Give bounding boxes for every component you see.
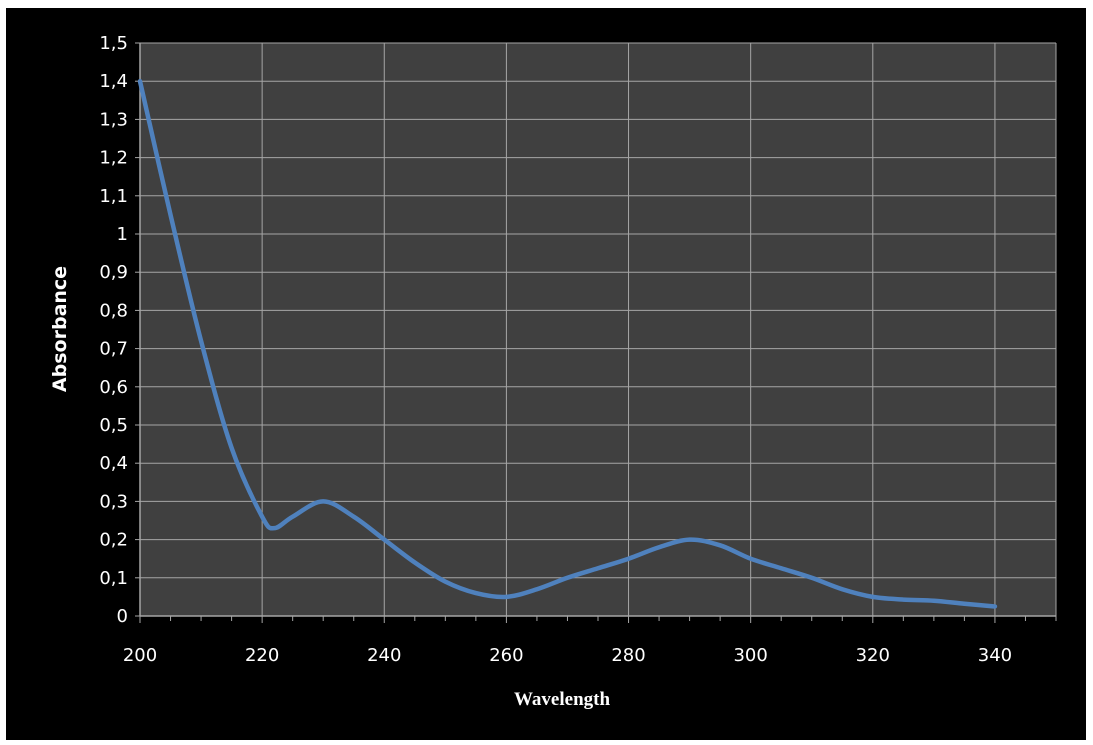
y-tick-label: 0,3	[99, 491, 128, 512]
y-tick-label: 1,3	[99, 109, 128, 130]
axes	[135, 42, 1057, 623]
plot-area	[140, 43, 1056, 616]
y-tick-labels: 0 0,1 0,2 0,3 0,4 0,5 0,6 0,7 0,8 0,9 1 1,1 1,2 1,3 1,…	[99, 33, 128, 627]
chart-frame: 0 0,1 0,2 0,3 0,4 0,5 0,6 0,7 0,8 0,9 1 1,1 1,2 1,3 1,…	[6, 8, 1086, 740]
y-tick-label: 1,5	[99, 33, 128, 54]
absorbance-chart: 0 0,1 0,2 0,3 0,4 0,5 0,6 0,7 0,8 0,9 1 1,1 1,2 1,3 1,…	[49, 33, 1057, 710]
y-tick-label: 0,6	[99, 377, 128, 398]
x-tick-label: 280	[611, 645, 645, 666]
x-tick-label: 300	[733, 645, 767, 666]
y-tick-label: 1,2	[99, 148, 128, 169]
y-tick-label: 0,8	[99, 300, 128, 321]
y-tick-label: 0,7	[99, 339, 128, 360]
x-tick-label: 240	[367, 645, 401, 666]
x-tick-label: 340	[978, 645, 1012, 666]
y-tick-label: 1,4	[99, 71, 128, 92]
y-tick-label: 0,4	[99, 453, 128, 474]
y-tick-label: 1	[117, 224, 128, 245]
y-tick-label: 0,1	[99, 568, 128, 589]
x-axis-title: Wavelength	[514, 689, 610, 710]
x-tick-label: 260	[489, 645, 523, 666]
y-tick-label: 0,9	[99, 262, 128, 283]
y-axis-title: Absorbance	[49, 266, 71, 392]
x-tick-label: 200	[123, 645, 157, 666]
x-tick-label: 320	[856, 645, 890, 666]
gridlines	[139, 42, 1057, 617]
x-tick-label: 220	[245, 645, 279, 666]
x-tick-labels: 200 220 240 260 280 300 320 340	[123, 645, 1012, 666]
y-tick-label: 1,1	[99, 186, 128, 207]
absorbance-line	[137, 78, 998, 609]
y-tick-label: 0	[117, 606, 128, 627]
y-tick-label: 0,2	[99, 530, 128, 551]
y-tick-label: 0,5	[99, 415, 128, 436]
